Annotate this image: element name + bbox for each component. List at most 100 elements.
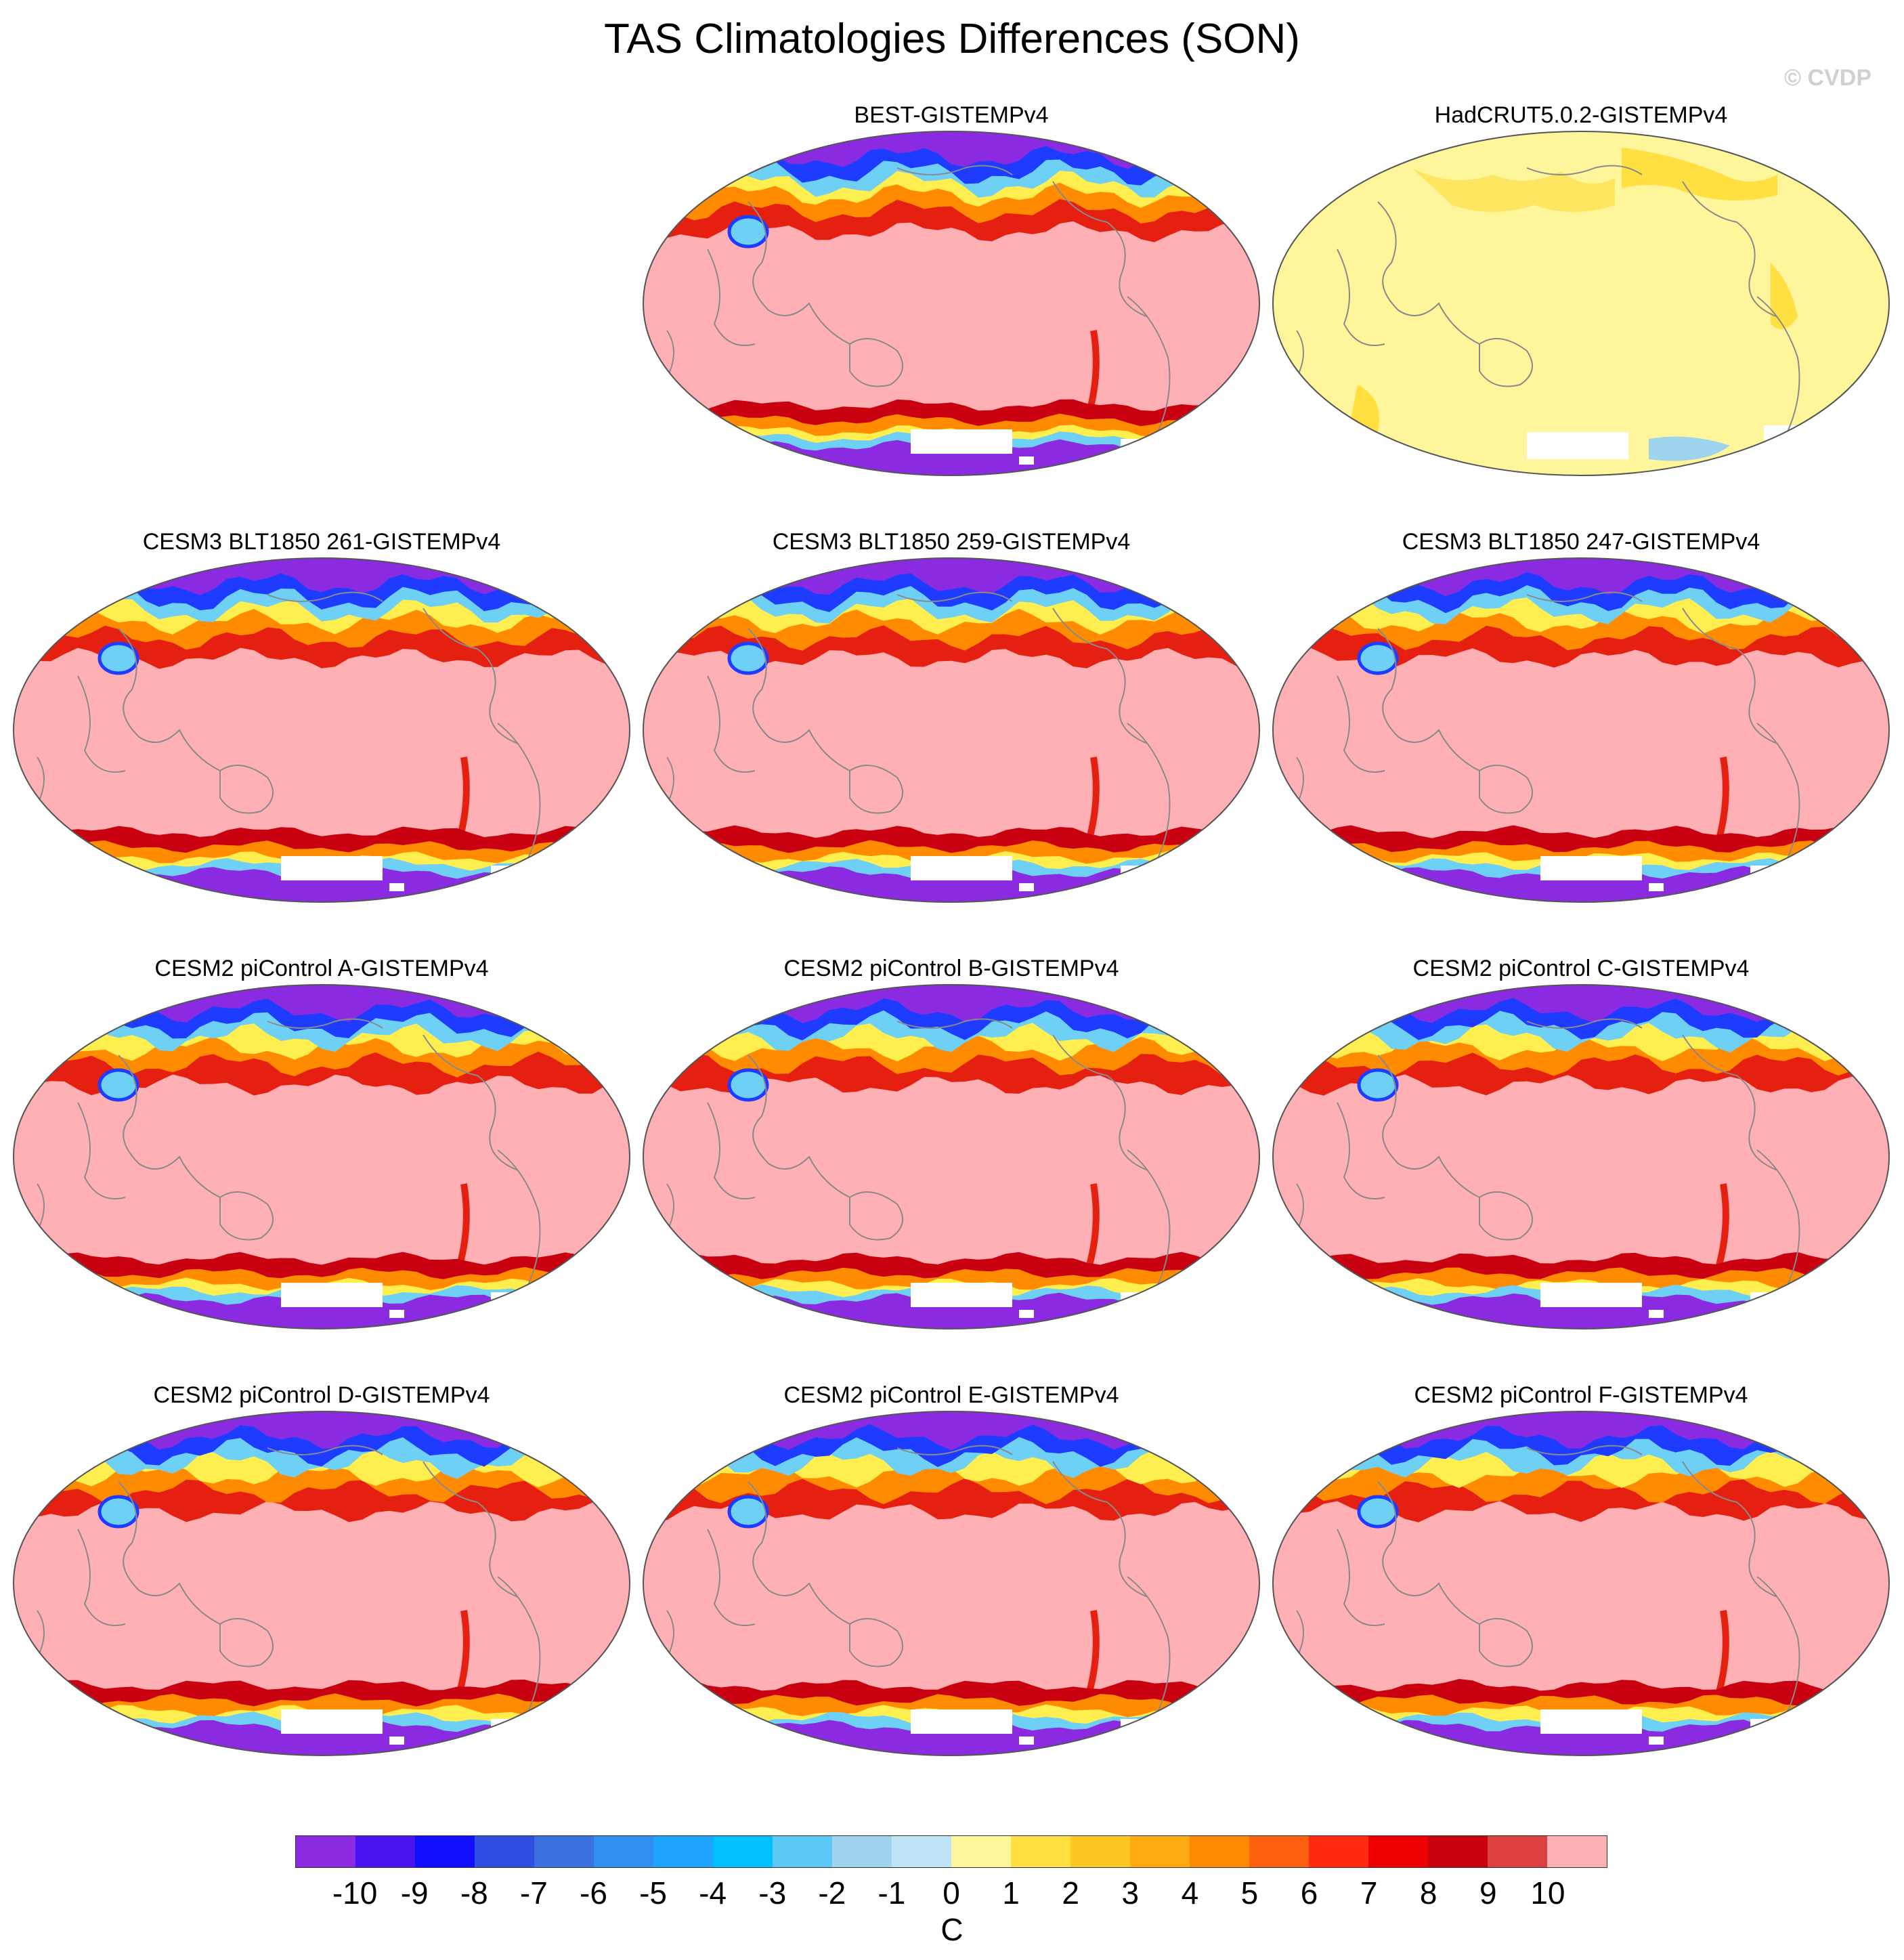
colorbar-tick-label: -9 [400,1875,429,1911]
map-border [1272,984,1890,1329]
copyright-label: © CVDP [1784,65,1871,91]
missing-data [281,1709,383,1734]
panel-title: HadCRUT5.0.2-GISTEMPv4 [1434,102,1728,128]
colorbar-cell [1488,1836,1547,1867]
colorbar-cell [653,1836,713,1867]
map-svg [1272,131,1890,476]
panel-title: CESM2 piControl F-GISTEMPv4 [1414,1382,1748,1408]
panel-title: BEST-GISTEMPv4 [854,102,1049,128]
missing-data [1649,1310,1664,1318]
panel-title: CESM2 piControl B-GISTEMPv4 [783,956,1119,981]
warm-region [1622,148,1777,200]
map-panel: CESM3 BLT1850 261-GISTEMPv4 [10,528,633,908]
tibet-cold-spot [98,641,139,675]
missing-data [491,1292,545,1308]
map-panel: CESM2 piControl C-GISTEMPv4 [1270,955,1892,1334]
colorbar-cell [1428,1836,1488,1867]
colorbar-tick-label: 3 [1121,1875,1140,1911]
colorbar-cell [773,1836,832,1867]
missing-data [1121,1292,1175,1308]
colorbar-cell [594,1836,653,1867]
colorbar-tick-label: 5 [1240,1875,1259,1911]
colorbar-tick-label: 10 [1530,1875,1565,1911]
missing-data [389,883,404,891]
colorbar-cell [1190,1836,1249,1867]
tibet-cold-spot [1357,1495,1399,1529]
missing-data [491,1719,545,1735]
north-purple-band [14,558,630,597]
tibet-cold-spot [727,215,769,249]
map-border [1272,557,1890,903]
north-purple-band [1273,985,1889,1023]
map-border [12,984,631,1329]
map-panel: BEST-GISTEMPv4 [640,102,1263,481]
colorbar-cell [1547,1836,1607,1867]
map-panel: CESM2 piControl F-GISTEMPv4 [1270,1382,1892,1761]
map-panel: CESM2 piControl D-GISTEMPv4 [10,1382,633,1761]
map-border [642,131,1261,476]
missing-data [1019,456,1034,465]
panel-title: CESM2 piControl A-GISTEMPv4 [154,956,489,981]
north-purple-band [643,985,1259,1023]
missing-data [1121,1719,1175,1735]
map-svg [12,984,631,1329]
colorbar-tick-label: -6 [580,1875,607,1911]
map-svg [642,131,1261,476]
colorbar-cell [534,1836,594,1867]
map-panel: CESM3 BLT1850 259-GISTEMPv4 [640,528,1263,908]
colorbar-cell [832,1836,892,1867]
north-purple-band [1273,1411,1889,1449]
coastlines [1296,1018,1800,1329]
missing-data [911,1709,1012,1734]
map-panel: HadCRUT5.0.2-GISTEMPv4 [1270,102,1892,481]
warm-region [1412,168,1615,212]
map-border [642,557,1261,903]
figure-title: TAS Climatologies Differences (SON) [604,16,1300,62]
colorbar-cell [1070,1836,1130,1867]
map-svg [12,1411,631,1756]
colorbar-tick-label: 9 [1479,1875,1497,1911]
missing-data [1750,866,1804,882]
map-svg [1272,557,1890,903]
map-panel: CESM2 piControl B-GISTEMPv4 [640,955,1263,1334]
panel-title: CESM2 piControl E-GISTEMPv4 [783,1382,1119,1408]
coastlines [666,591,1171,902]
missing-data [1019,883,1034,891]
missing-data [1540,856,1642,880]
colorbar-tick-label: 8 [1419,1875,1437,1911]
tibet-cold-spot [98,1068,139,1102]
map-border [12,1411,631,1756]
colorbar-tick-label: 1 [1002,1875,1020,1911]
colorbar-tick-label: 2 [1062,1875,1079,1911]
colorbar-tick-label: -5 [639,1875,667,1911]
colorbar-cell [355,1836,415,1867]
panel-title: CESM3 BLT1850 261-GISTEMPv4 [142,529,501,555]
north-purple-band [14,1411,630,1450]
colorbar-tick-label: -3 [758,1875,787,1911]
missing-data [1121,866,1175,882]
missing-data [1764,425,1825,446]
colorbar-cell [296,1836,355,1867]
missing-data [1540,1283,1642,1307]
colorbar-units: C [940,1912,964,1947]
map-border [1272,1411,1890,1756]
colorbar-cell [1309,1836,1368,1867]
missing-data [1649,1737,1664,1745]
missing-data [1019,1310,1034,1318]
north-purple-band [643,131,1259,169]
missing-data [911,1283,1012,1307]
colorbar [295,1835,1607,1868]
colorbar-tick-label: 0 [943,1875,960,1911]
tibet-cold-spot [727,641,769,675]
missing-data [1527,432,1628,459]
colorbar-tick-label: -1 [878,1875,906,1911]
map-svg [642,984,1261,1329]
tibet-cold-spot [1357,1068,1399,1102]
colorbar-cell [1249,1836,1309,1867]
map-svg [642,557,1261,903]
missing-data [1649,883,1664,891]
colorbar-cell [415,1836,475,1867]
colorbar-cell [475,1836,534,1867]
colorbar-tick-label: -2 [818,1875,846,1911]
coastlines [666,1018,1171,1329]
